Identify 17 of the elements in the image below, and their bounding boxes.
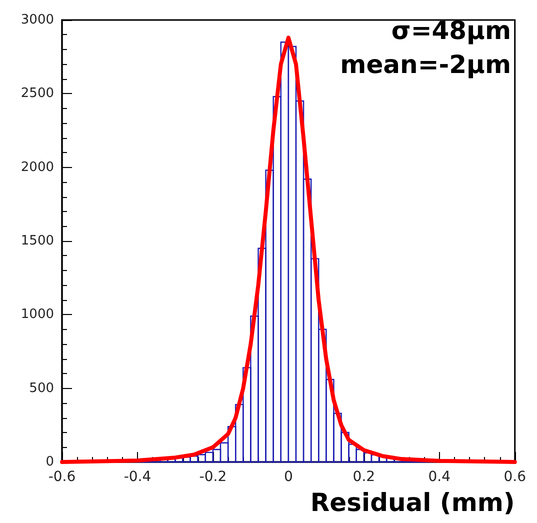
x-axis-title: Residual (mm) <box>310 488 515 517</box>
y-tick-label: 1000 <box>20 307 54 322</box>
y-tick-label: 3000 <box>20 12 54 28</box>
x-tick-label: 0.4 <box>428 469 451 485</box>
annotation: mean=-2μm <box>340 50 512 79</box>
annotation: σ=48μm <box>391 16 512 45</box>
y-tick-label: 1500 <box>20 234 54 248</box>
x-tick-label: -0.2 <box>199 469 227 485</box>
x-tick-label: 0 <box>284 469 293 485</box>
y-tick-label: 500 <box>29 380 54 396</box>
x-tick-label: 0.6 <box>504 469 526 485</box>
x-tick-label: -0.4 <box>124 469 152 485</box>
y-tick-label: 2000 <box>20 160 54 175</box>
x-tick-label: -0.6 <box>48 469 76 485</box>
y-tick-label: 0 <box>46 454 54 470</box>
x-tick-label: 0.2 <box>352 469 376 485</box>
y-tick-label: 2500 <box>20 86 54 102</box>
